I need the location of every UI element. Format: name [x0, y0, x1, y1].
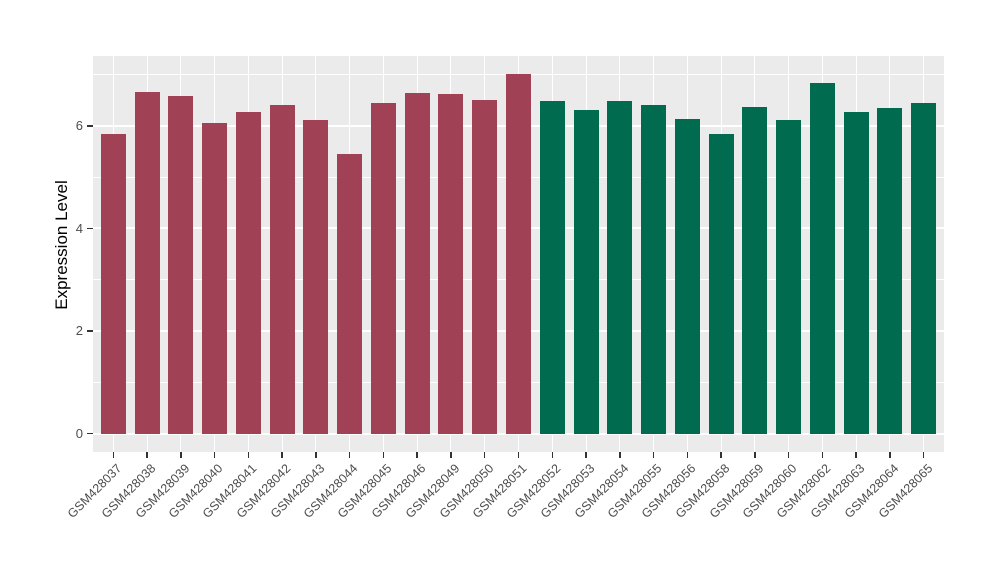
x-tick-mark: [787, 452, 790, 458]
gridline-major: [93, 432, 944, 435]
x-tick-mark: [416, 452, 418, 458]
y-tick-label: 6: [75, 118, 83, 134]
bar-GSM428040: [202, 122, 228, 434]
bar-GSM428042: [269, 104, 295, 434]
bar-GSM428062: [809, 82, 835, 434]
x-tick-mark: [281, 452, 283, 458]
bar-GSM428055: [641, 104, 667, 434]
y-tick-label: 0: [75, 426, 83, 442]
x-tick-mark: [855, 452, 857, 458]
x-tick-mark: [517, 452, 520, 458]
x-tick-mark: [922, 452, 925, 458]
x-tick-mark: [112, 452, 114, 458]
x-tick-mark: [348, 452, 351, 458]
plot-panel: [93, 56, 944, 452]
x-tick-mark: [754, 452, 756, 458]
x-tick-mark: [180, 452, 182, 458]
x-tick-mark: [382, 452, 385, 458]
x-tick-mark: [686, 452, 689, 458]
y-tick-mark: [87, 125, 93, 127]
bar-GSM428050: [472, 99, 498, 434]
x-tick-mark: [585, 452, 587, 458]
x-tick-mark: [720, 452, 722, 458]
bar-GSM428058: [708, 133, 734, 434]
bar-GSM428039: [168, 96, 194, 434]
x-tick-mark: [247, 452, 250, 458]
bar-GSM428038: [134, 91, 160, 434]
bar-GSM428063: [843, 112, 869, 434]
y-tick-mark: [87, 227, 93, 230]
x-tick-mark: [619, 452, 621, 458]
x-tick-mark: [213, 452, 216, 458]
bar-GSM428064: [877, 108, 903, 434]
bar-GSM428051: [506, 73, 531, 434]
bar-GSM428052: [539, 100, 565, 434]
bar-GSM428056: [674, 119, 700, 434]
y-tick-label: 4: [75, 220, 83, 236]
x-tick-mark: [889, 452, 891, 458]
bar-GSM428044: [337, 154, 363, 434]
y-tick-label: 2: [75, 323, 83, 339]
x-tick-mark: [315, 452, 317, 458]
x-tick-mark: [450, 452, 452, 458]
x-tick-mark: [821, 452, 824, 458]
y-tick-mark: [87, 330, 93, 332]
bar-GSM428046: [404, 92, 430, 434]
bar-GSM428065: [911, 102, 937, 434]
y-axis-title: Expression Level: [52, 180, 71, 310]
x-tick-mark: [146, 452, 148, 458]
bar-GSM428059: [742, 106, 768, 434]
bar-GSM428054: [607, 100, 633, 434]
x-tick-mark: [551, 452, 554, 458]
bar-GSM428043: [303, 119, 329, 434]
bar-GSM428041: [235, 111, 261, 434]
bar-GSM428060: [776, 120, 802, 434]
bar-GSM428053: [573, 110, 599, 434]
bar-GSM428049: [438, 93, 464, 434]
x-tick-mark: [483, 452, 486, 458]
x-tick-mark: [652, 452, 655, 458]
bar-GSM428037: [100, 133, 126, 434]
y-tick-mark: [87, 432, 93, 435]
bar-GSM428045: [370, 102, 396, 434]
